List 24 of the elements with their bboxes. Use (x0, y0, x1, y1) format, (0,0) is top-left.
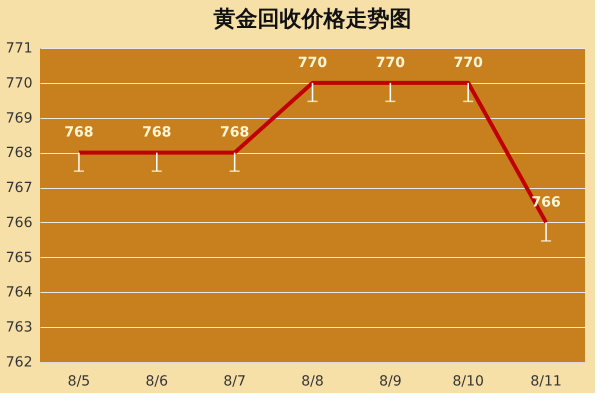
data-label: 770 (454, 54, 484, 71)
y-tick-label: 764 (6, 284, 33, 301)
data-label: 768 (220, 124, 250, 141)
y-tick-label: 765 (6, 250, 32, 266)
data-label: 770 (376, 54, 406, 71)
x-tick-label: 8/6 (146, 374, 168, 390)
data-label: 768 (142, 124, 172, 141)
x-tick-label: 8/7 (223, 374, 246, 390)
x-tick-label: 8/11 (530, 374, 562, 390)
data-label: 770 (298, 54, 328, 71)
y-tick-label: 770 (6, 75, 32, 92)
y-tick-label: 771 (6, 40, 32, 56)
x-tick-label: 8/5 (68, 374, 90, 390)
y-tick-label: 769 (6, 110, 32, 126)
y-tick-label: 763 (6, 320, 32, 336)
y-tick-label: 766 (6, 214, 33, 231)
data-label: 768 (64, 124, 94, 141)
x-tick-label: 8/10 (452, 374, 484, 390)
y-tick-label: 762 (6, 354, 32, 370)
x-tick-label: 8/8 (301, 374, 324, 390)
y-tick-label: 767 (6, 180, 32, 196)
chart-title: 黄金回收价格走势图 (212, 6, 412, 32)
y-tick-label: 768 (6, 145, 32, 162)
x-tick-label: 8/9 (379, 374, 402, 390)
